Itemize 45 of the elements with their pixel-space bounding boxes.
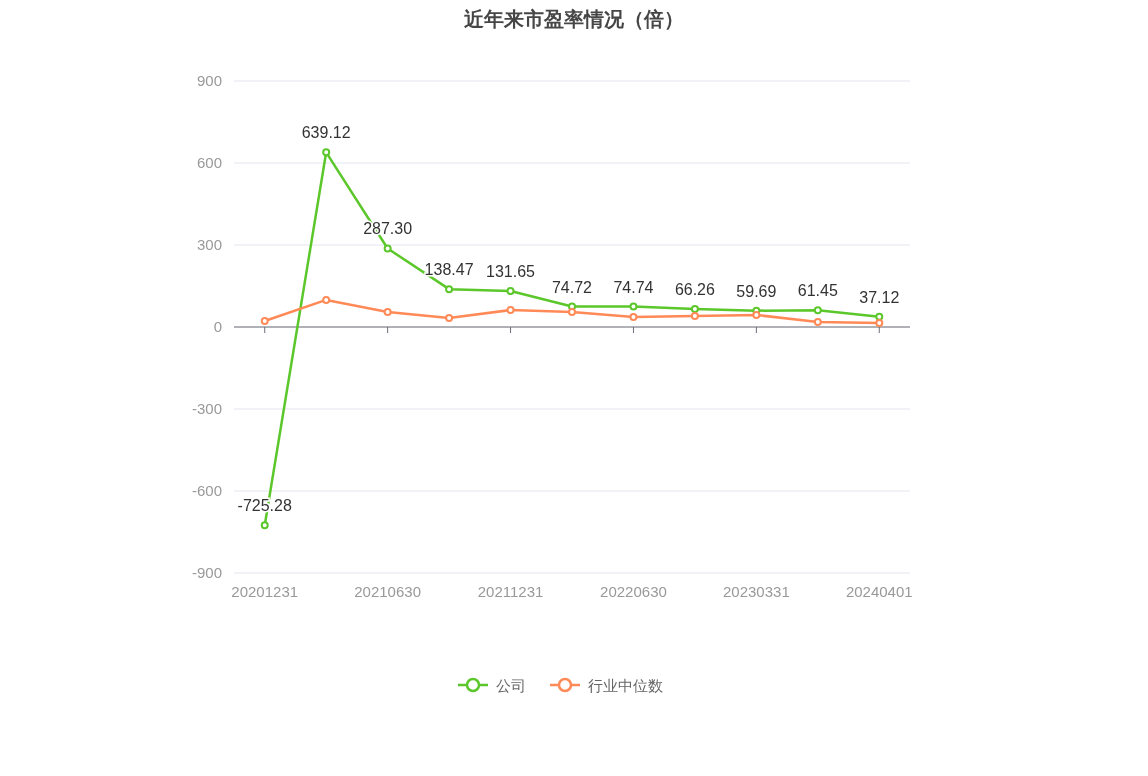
legend-label: 公司 xyxy=(496,677,526,694)
point xyxy=(322,295,331,304)
data-label: 639.12 xyxy=(301,124,351,142)
x-tick-label: 20211231 xyxy=(477,583,544,600)
x-tick-label: 20201231 xyxy=(231,583,299,600)
point xyxy=(383,307,392,316)
point xyxy=(445,313,454,322)
y-tick-label: 600 xyxy=(196,154,222,171)
x-tick-label: 20210630 xyxy=(354,583,422,600)
data-label: 74.74 xyxy=(613,278,654,296)
point xyxy=(383,244,392,253)
x-tick-label: 20220630 xyxy=(600,583,667,600)
point xyxy=(506,287,515,296)
x-tick-label: 20230331 xyxy=(722,583,790,600)
y-tick-label: -600 xyxy=(191,482,222,499)
point xyxy=(813,318,822,327)
data-label: 131.65 xyxy=(486,263,536,281)
data-label: 59.69 xyxy=(736,282,777,300)
data-label: 74.72 xyxy=(551,278,593,296)
point xyxy=(322,148,331,157)
y-tick-label: 300 xyxy=(196,236,222,253)
point xyxy=(875,312,884,321)
point xyxy=(260,521,269,530)
point xyxy=(690,304,699,313)
y-tick-label: 900 xyxy=(196,72,222,89)
data-label: 37.12 xyxy=(859,288,900,306)
point xyxy=(629,302,638,311)
point xyxy=(875,318,884,327)
x-tick-label: 20240401 xyxy=(845,583,913,600)
point xyxy=(260,316,269,325)
point xyxy=(629,312,638,321)
data-label: 61.45 xyxy=(797,282,838,300)
point xyxy=(752,310,761,319)
point xyxy=(690,312,699,321)
y-tick-label: 0 xyxy=(213,318,222,335)
point xyxy=(445,285,454,294)
point xyxy=(813,306,822,315)
data-label: 138.47 xyxy=(424,261,474,279)
y-tick-label: -900 xyxy=(191,564,222,581)
chart-title: 近年来市盈率情况（倍） xyxy=(463,8,684,30)
y-tick-label: -300 xyxy=(191,400,222,417)
data-label: 66.26 xyxy=(674,280,716,298)
point xyxy=(506,306,515,315)
legend-label: 行业中位数 xyxy=(588,677,663,694)
point xyxy=(568,307,576,316)
